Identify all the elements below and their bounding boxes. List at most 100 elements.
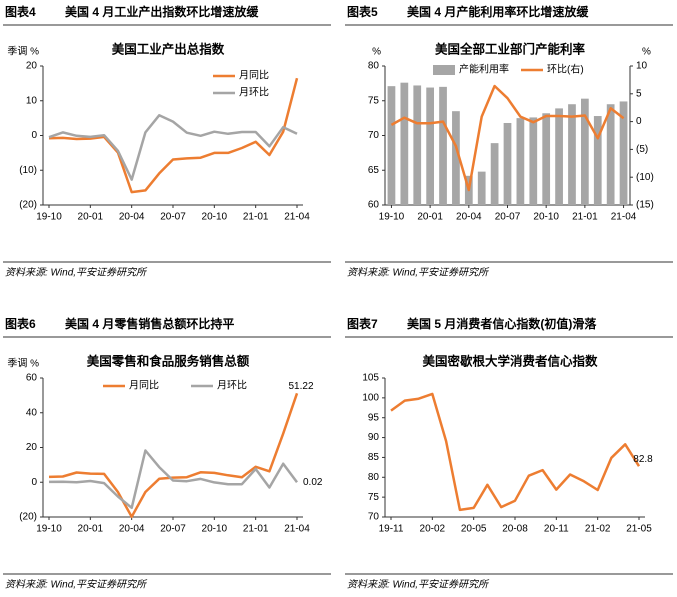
series-line (48, 449, 299, 510)
x-tick-label: 21-01 (572, 212, 598, 223)
x-tick-label: 20-04 (119, 524, 145, 535)
legend-label: 产能利用率 (459, 63, 509, 76)
y-tick-label: 60 (368, 200, 380, 211)
y2-tick-label: (10) (636, 172, 654, 183)
x-tick-label: 21-04 (284, 524, 310, 535)
x-tick-label: 19-10 (36, 212, 62, 223)
y2-tick-label: 10 (636, 61, 648, 72)
y-tick-label: 80 (368, 61, 380, 72)
x-tick-label: 20-04 (456, 212, 482, 223)
legend-label: 月环比 (217, 380, 247, 392)
x-tick-label: 20-10 (202, 212, 228, 223)
x-tick-label: 21-05 (626, 524, 652, 535)
bar (555, 108, 563, 205)
series-line (390, 84, 625, 192)
x-tick-label: 20-01 (417, 212, 443, 223)
y-tick-label: 75 (368, 492, 380, 503)
x-tick-label: 20-01 (78, 212, 104, 223)
y-tick-label: (20) (19, 512, 37, 523)
data-label: 82.8 (633, 454, 653, 465)
figure-label: 图表6 (5, 316, 36, 331)
figure-caption: 美国 4 月零售销售总额环比持平 (65, 316, 234, 331)
y-unit: 季调 % (7, 46, 39, 58)
figure-caption: 美国 4 月产能利用率环比增速放缓 (407, 4, 589, 19)
y-tick-label: 85 (368, 452, 380, 463)
x-tick-label: 20-10 (533, 212, 559, 223)
x-tick-label: 21-01 (243, 212, 269, 223)
series-line (390, 392, 641, 512)
y-tick-label: 70 (368, 512, 380, 523)
y2-tick-label: (5) (636, 144, 648, 155)
bar (387, 86, 396, 205)
y-tick-label: 80 (368, 472, 380, 483)
figure-label: 图表7 (347, 316, 378, 331)
figure-label: 图表4 (5, 4, 36, 19)
x-tick-label: 20-11 (544, 524, 569, 535)
figure-caption: 美国 5 月消费者信心指数(初值)滑落 (407, 316, 597, 331)
bar (606, 104, 615, 205)
bar (503, 122, 512, 205)
x-tick-label: 20-04 (119, 212, 145, 223)
y-unit: 季调 % (7, 358, 39, 370)
y-tick-label: 0 (31, 477, 37, 488)
y-tick-label: 95 (368, 412, 380, 423)
y-tick-label: 70 (368, 130, 380, 141)
bar (413, 85, 422, 205)
bar (529, 117, 538, 205)
legend-label: 环比(右) (547, 63, 584, 76)
source-note: 资料来源: Wind,平安证券研究所 (5, 267, 148, 279)
y-tick-label: 65 (368, 165, 380, 176)
x-tick-label: 19-11 (379, 524, 404, 535)
bar (593, 116, 602, 205)
y2-tick-label: 0 (636, 116, 642, 127)
bar (568, 104, 576, 205)
source-note: 资料来源: Wind,平安证券研究所 (347, 267, 490, 279)
bar (581, 98, 589, 205)
x-tick-label: 20-07 (495, 212, 521, 223)
bar (477, 171, 486, 205)
x-tick-label: 21-02 (585, 524, 611, 535)
source-note: 资料来源: Wind,平安证券研究所 (347, 579, 490, 591)
y-tick-label: 0 (31, 130, 37, 141)
x-tick-label: 20-02 (420, 524, 446, 535)
chart-title: 美国密歇根大学消费者信心指数 (422, 353, 598, 368)
y-tick-label: 105 (362, 373, 379, 384)
x-tick-label: 19-10 (36, 524, 62, 535)
data-label: 51.22 (288, 381, 313, 392)
chart-title: 美国零售和食品服务销售总额 (87, 353, 250, 368)
bar (542, 113, 551, 205)
y-tick-label: 20 (26, 442, 38, 453)
legend-label: 月环比 (239, 87, 269, 99)
bar (439, 86, 447, 205)
series-line (48, 114, 298, 181)
legend-label: 月同比 (129, 380, 159, 392)
y-tick-label: 60 (26, 373, 38, 384)
y-tick-label: 100 (362, 392, 379, 403)
figure-caption: 美国 4 月工业产出指数环比增速放缓 (65, 4, 259, 19)
series-line (48, 77, 299, 194)
x-tick-label: 19-10 (379, 212, 405, 223)
x-tick-label: 20-07 (160, 524, 186, 535)
data-label: 0.02 (303, 477, 323, 488)
x-tick-label: 21-01 (243, 524, 269, 535)
y-unit: % (372, 47, 381, 58)
source-note: 资料来源: Wind,平安证券研究所 (5, 579, 148, 591)
chart-title: 美国全部工业部门产能利率 (435, 41, 586, 56)
y2-unit: % (642, 47, 651, 58)
bar (452, 111, 460, 205)
x-tick-label: 21-04 (611, 212, 637, 223)
x-tick-label: 20-07 (160, 212, 186, 223)
x-tick-label: 21-04 (284, 212, 310, 223)
y-tick-label: 90 (368, 432, 380, 443)
x-tick-label: 20-01 (78, 524, 104, 535)
y-tick-label: (20) (19, 200, 37, 211)
bar (490, 143, 499, 205)
figure-label: 图表5 (347, 4, 378, 19)
bar (516, 118, 525, 205)
legend-label: 月同比 (239, 70, 269, 82)
